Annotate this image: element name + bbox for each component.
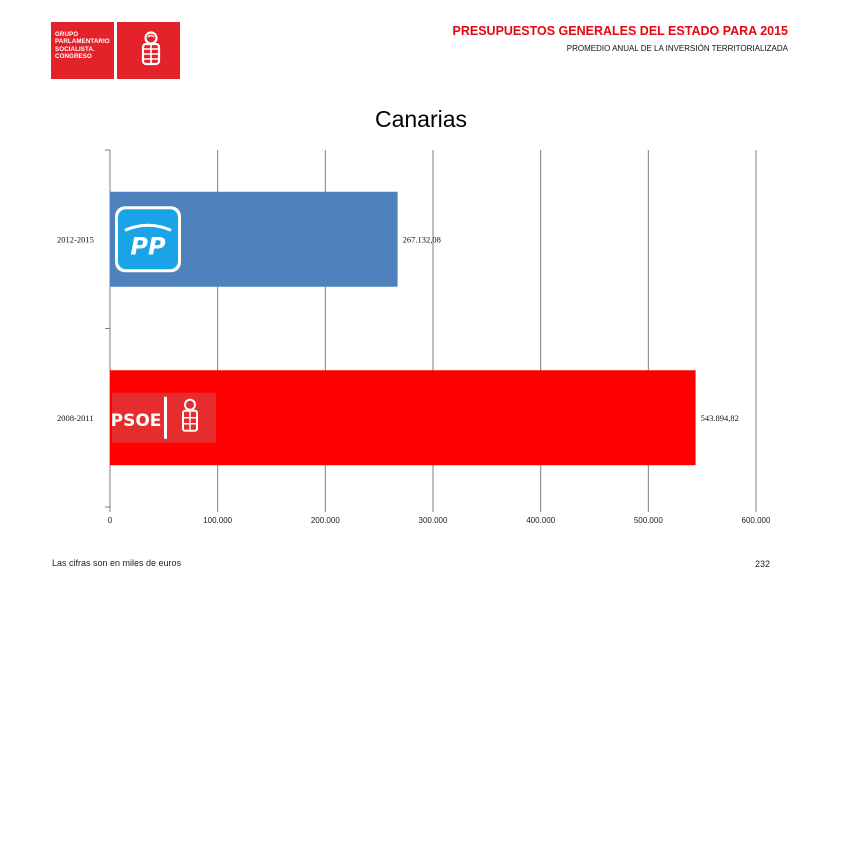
value-label: 267.132,08 bbox=[403, 234, 441, 244]
report-title: PRESUPUESTOS GENERALES DEL ESTADO PARA 2… bbox=[452, 24, 789, 38]
value-label: 543.894,82 bbox=[701, 413, 739, 423]
x-tick-label: 600.000 bbox=[742, 516, 771, 525]
logo-line: SOCIALISTA. bbox=[55, 45, 95, 53]
psoe-logo-text: PSOE bbox=[111, 411, 162, 431]
logo-line: GRUPO bbox=[55, 31, 79, 38]
x-tick-label: 0 bbox=[108, 516, 113, 525]
pp-logo-background bbox=[118, 209, 178, 270]
pp-logo: PP bbox=[115, 206, 181, 273]
psoe-logo-separator bbox=[164, 396, 167, 439]
chart-title: Canarias bbox=[374, 106, 468, 132]
category-label: 2008-2011 bbox=[57, 413, 94, 423]
logo-text: GRUPO PARLAMENTARIO SOCIALISTA. CONGRESO bbox=[55, 31, 113, 61]
x-tick-label: 500.000 bbox=[634, 516, 663, 525]
x-tick-label: 300.000 bbox=[419, 516, 448, 525]
logo-separator bbox=[114, 22, 117, 79]
logo-line: PARLAMENTARIO bbox=[55, 38, 110, 46]
category-label: 2012-2015 bbox=[57, 234, 94, 244]
logo-line: CONGRESO bbox=[55, 53, 92, 61]
grupo-socialista-logo: GRUPO PARLAMENTARIO SOCIALISTA. CONGRESO bbox=[51, 22, 180, 79]
page-number: 232 bbox=[754, 559, 770, 569]
x-tick-label: 400.000 bbox=[526, 516, 555, 525]
fist-lines-icon bbox=[183, 410, 197, 431]
units-footnote: Las cifras son en miles de euros bbox=[52, 558, 182, 568]
pp-logo-text: PP bbox=[130, 232, 166, 260]
x-tick-label: 100.000 bbox=[203, 516, 232, 525]
pp-seagull-icon bbox=[124, 223, 172, 232]
psoe-logo: PSOE bbox=[111, 392, 216, 443]
rose-fist-icon bbox=[141, 31, 161, 66]
x-tick-label: 200.000 bbox=[311, 516, 340, 525]
report-subtitle: PROMEDIO ANUAL DE LA INVERSIÓN TERRITORI… bbox=[566, 44, 788, 53]
